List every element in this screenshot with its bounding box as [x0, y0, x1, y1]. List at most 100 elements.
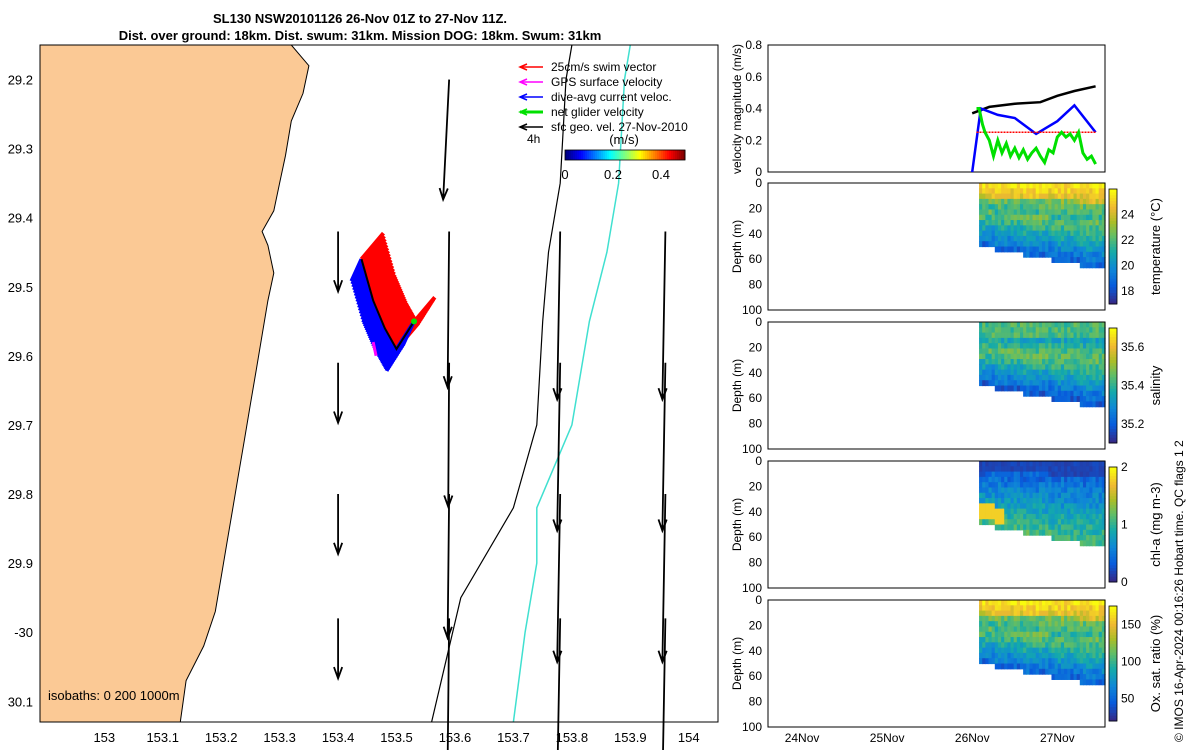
profile-data-cell [1082, 327, 1087, 334]
profile-data-cell [1064, 492, 1068, 499]
profile-colorbar-cell [1109, 353, 1117, 358]
profile-data-cell [1092, 621, 1097, 628]
profile-data-cell [1016, 193, 1021, 200]
profile-data-cell [1035, 482, 1040, 489]
profile-data-cell [1048, 605, 1053, 612]
profile-data-cell [1070, 251, 1075, 258]
profile-data-cell [1064, 220, 1068, 226]
profile-data-cell [1060, 621, 1065, 628]
profile-data-cell [1001, 380, 1005, 387]
velocity-y-tick-label: 0.8 [745, 38, 762, 52]
profile-data-cell [1035, 348, 1040, 355]
profile-data-cell [1082, 466, 1087, 473]
geo-velocity-arrow [438, 79, 451, 203]
profile-data-cell [1048, 519, 1053, 526]
profile-data-cell [1032, 241, 1037, 248]
profile-data-cell [1076, 198, 1081, 205]
profile-data-cell [1032, 193, 1037, 200]
profile-data-cell [1045, 235, 1049, 242]
profile-data-cell [1032, 476, 1037, 483]
profile-data-cell [1101, 658, 1106, 665]
profile-data-cell [1051, 198, 1056, 205]
profile-data-cell [994, 513, 999, 520]
profile-data-cell [988, 605, 993, 612]
profile-data-cell [985, 380, 990, 387]
profile-data-cell [1007, 605, 1012, 612]
profile-data-cell [1079, 257, 1084, 263]
profile-data-cell [1095, 241, 1100, 248]
profile-data-cell [1089, 337, 1094, 344]
profile-data-cell [982, 658, 986, 665]
profile-data-cell [1001, 461, 1005, 467]
profile-data-cell [1026, 251, 1031, 258]
profile-data-cell [982, 230, 986, 237]
profile-data-cell [1101, 466, 1106, 473]
profile-data-cell [1054, 374, 1059, 381]
profile-data-cell [979, 498, 983, 504]
profile-data-cell [1026, 193, 1031, 200]
profile-data-cell [979, 652, 983, 659]
profile-data-cell [1089, 327, 1094, 334]
profile-data-cell [1076, 652, 1081, 659]
profile-data-cell [1023, 332, 1027, 339]
profile-data-cell [1054, 524, 1059, 531]
profile-data-cell [985, 225, 990, 232]
profile-data-cell [1038, 193, 1043, 200]
profile-data-cell [1092, 359, 1097, 365]
profile-colorbar-cell [1109, 374, 1117, 378]
profile-data-cell [1101, 188, 1106, 195]
profile-data-cell [1042, 230, 1046, 237]
map-y-tick-label: 29.5 [8, 280, 33, 295]
profile-data-cell [1073, 198, 1078, 205]
profile-data-cell [1004, 652, 1008, 659]
profile-data-cell [1042, 390, 1046, 397]
profile-data-cell [979, 225, 983, 232]
profile-colorbar-cell [1109, 498, 1117, 502]
profile-data-cell [1057, 471, 1062, 478]
profile-data-cell [988, 508, 993, 515]
profile-data-cell [1070, 631, 1075, 638]
profile-data-cell [1032, 220, 1037, 226]
profile-data-cell [1026, 615, 1031, 622]
profile-data-cell [1026, 519, 1031, 526]
profile-data-cell [1026, 343, 1031, 350]
colorbar-cell [665, 150, 668, 160]
profile-colorbar-cell [1109, 379, 1117, 384]
profile-data-cell [1101, 524, 1106, 531]
profile-data-cell [1089, 610, 1094, 617]
profile-data-cell [1026, 390, 1031, 397]
profile-data-cell [1095, 668, 1100, 675]
profile-data-cell [997, 198, 1002, 205]
profile-data-cell [982, 359, 986, 365]
profile-data-cell [1045, 246, 1049, 253]
profile-data-cell [979, 369, 983, 376]
profile-data-cell [1004, 348, 1008, 355]
profile-data-cell [1023, 348, 1027, 355]
profile-data-cell [1092, 637, 1097, 643]
profile-data-cell [982, 380, 986, 387]
profile-colorbar-cell [1109, 397, 1117, 401]
profile-data-cell [1032, 251, 1037, 258]
profile-data-cell [1042, 605, 1046, 612]
profile-data-cell [1092, 658, 1097, 665]
profile-data-cell [982, 327, 986, 334]
profile-data-cell [1067, 626, 1071, 633]
profile-data-cell [997, 369, 1002, 376]
profile-data-cell [1016, 652, 1021, 659]
profile-data-cell [1086, 498, 1090, 504]
profile-data-cell [1079, 674, 1084, 680]
profile-data-cell [1010, 508, 1015, 515]
profile-data-cell [994, 605, 999, 612]
profile-data-cell [1029, 600, 1034, 606]
profile-data-cell [1029, 353, 1034, 360]
profile-data-cell [982, 610, 986, 617]
profile-panel-frame [767, 599, 1106, 728]
profile-data-cell [982, 605, 986, 612]
profile-data-cell [1007, 663, 1012, 670]
profile-data-cell [1029, 380, 1034, 387]
profile-data-cell [1082, 364, 1087, 371]
profile-data-cell [982, 348, 986, 355]
profile-data-cell [1092, 374, 1097, 381]
profile-data-cell [1064, 652, 1068, 659]
profile-data-cell [1098, 193, 1103, 200]
